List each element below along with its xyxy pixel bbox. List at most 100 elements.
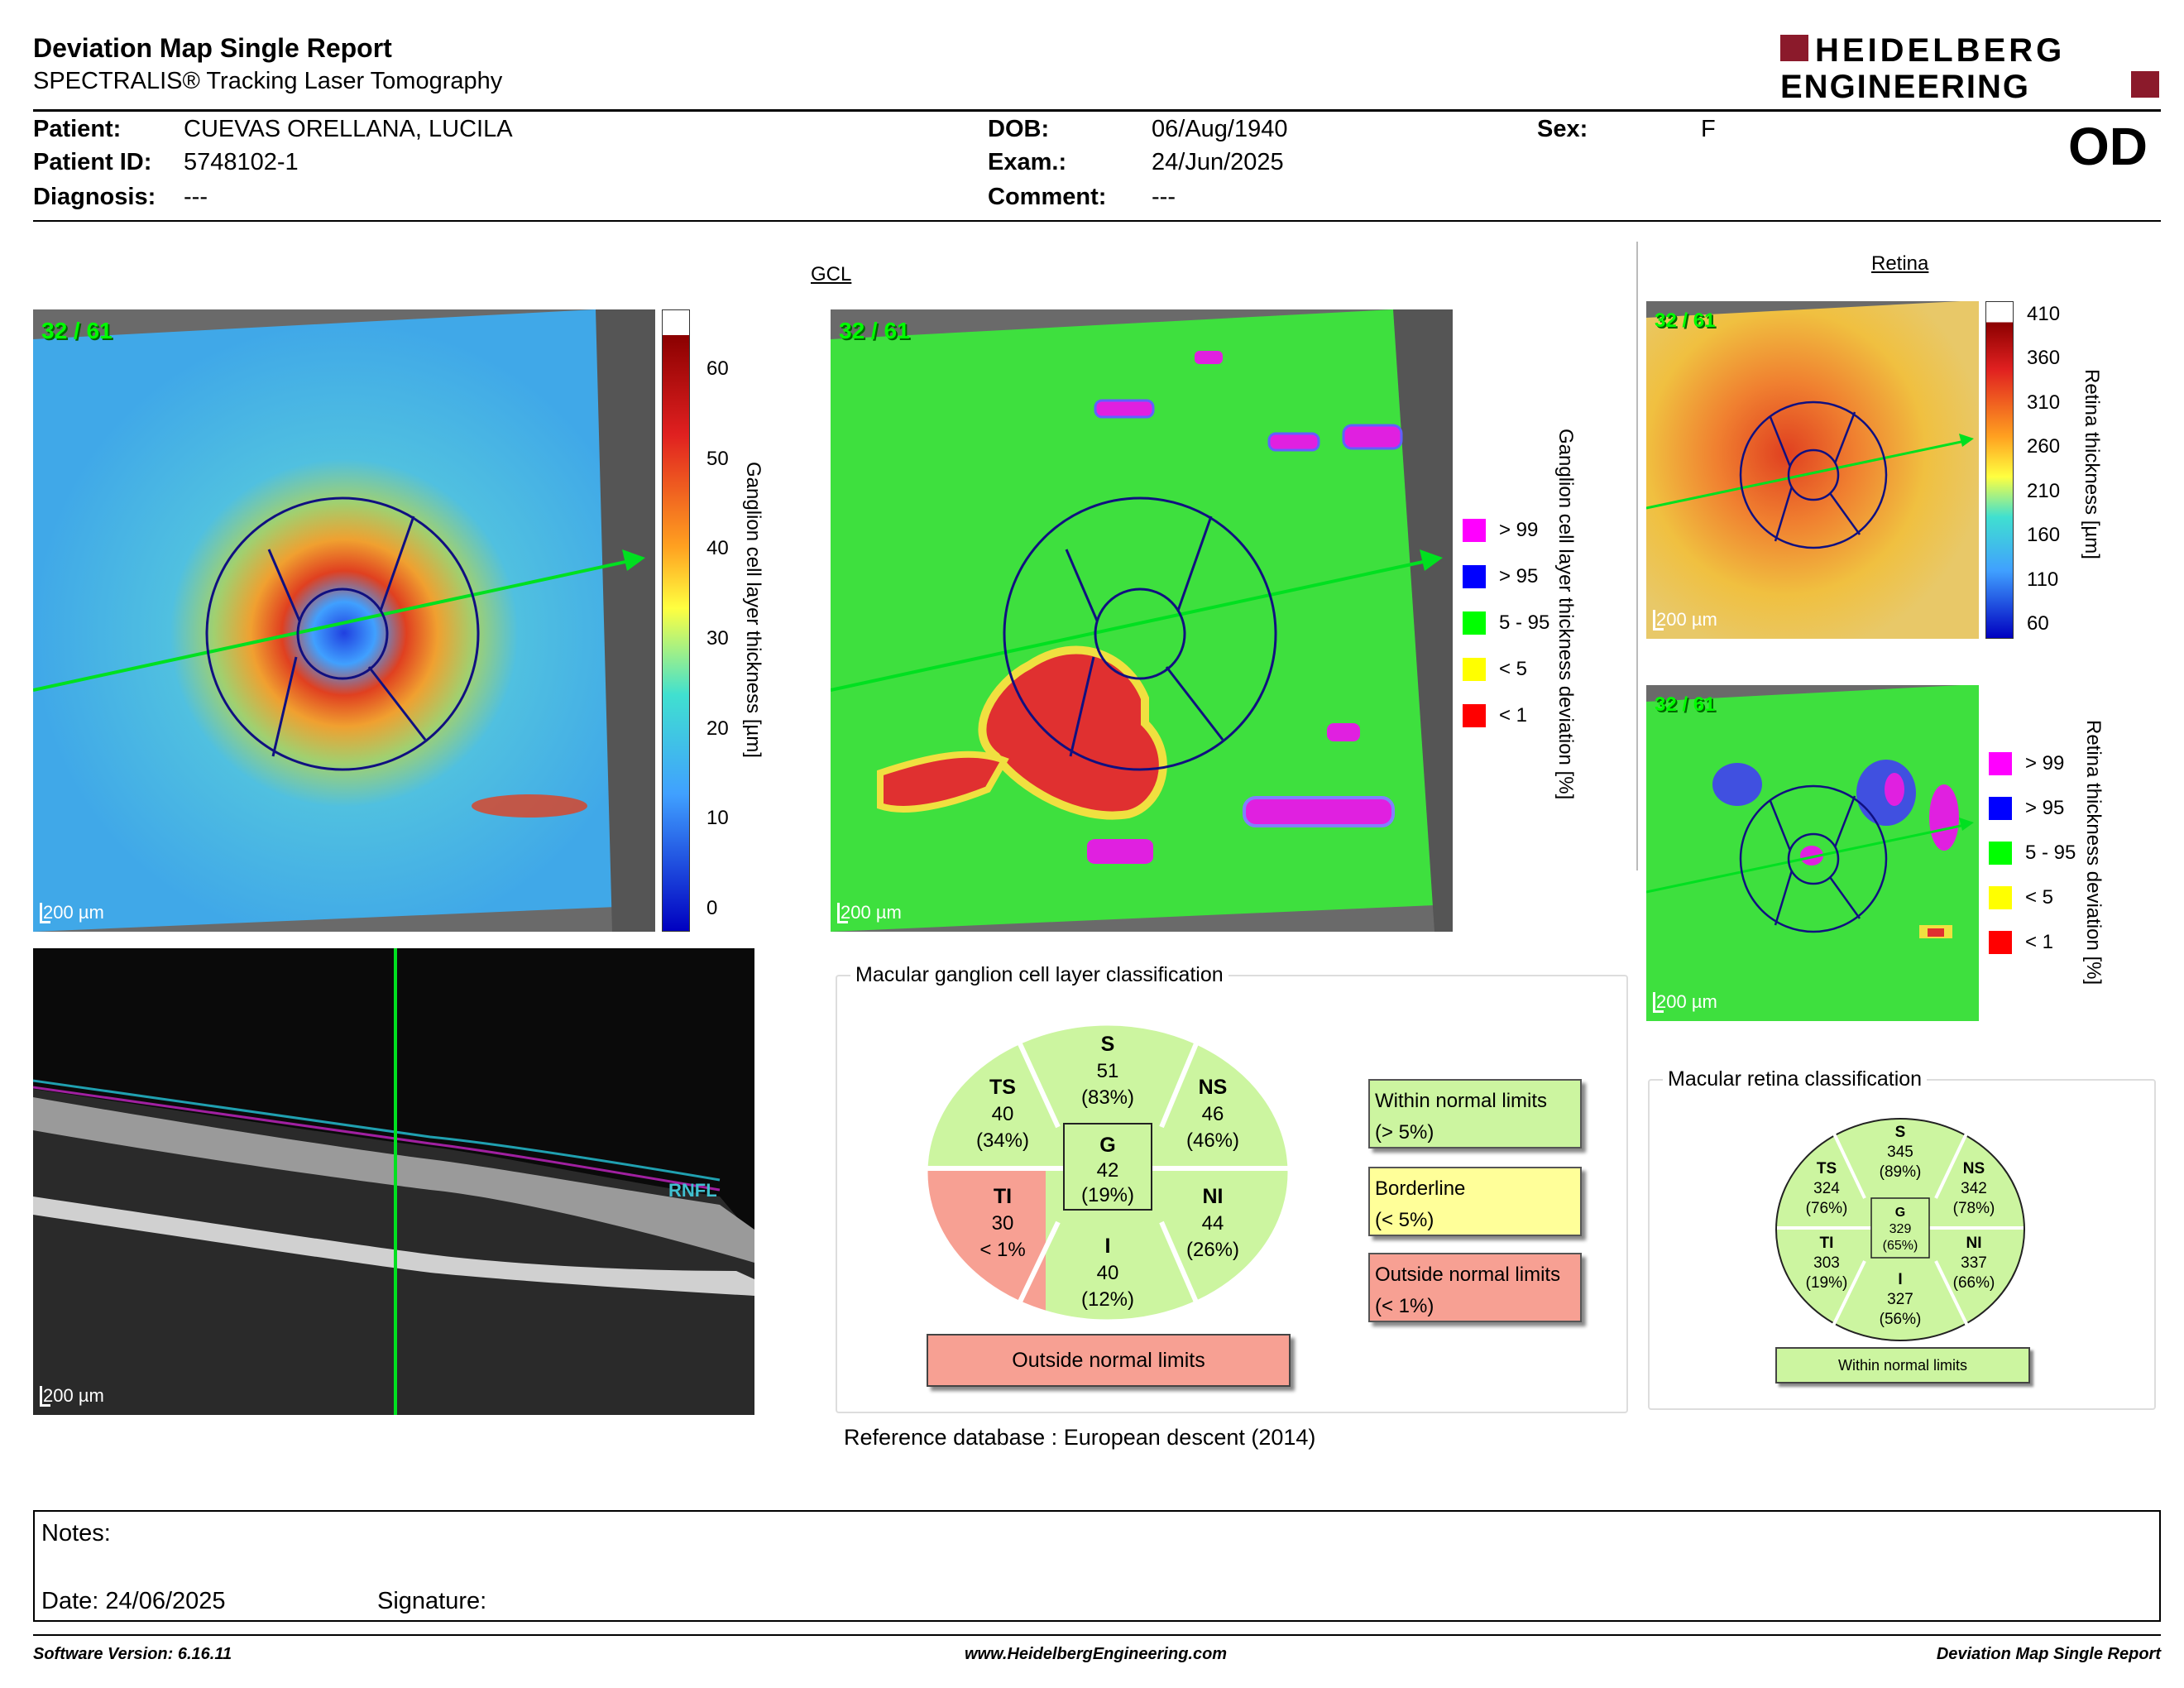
bscan-scalebar: 200 µm: [40, 1385, 104, 1407]
sex-label: Sex:: [1537, 116, 1588, 142]
legend-label: < 5: [1499, 658, 1528, 680]
report-title: Deviation Map Single Report: [33, 33, 392, 63]
legend-swatch: [1989, 931, 2012, 954]
footer-report-name: Deviation Map Single Report: [1936, 1645, 2161, 1663]
legend-swatch: [1463, 565, 1486, 588]
svg-text:NI: NI: [1966, 1235, 1982, 1252]
svg-text:(46%): (46%): [1186, 1129, 1239, 1152]
legend-item: < 5: [1989, 884, 2076, 912]
footer-rule: [33, 1634, 2161, 1636]
retina-deviation-scalebar: 200 µm: [1653, 991, 1717, 1013]
section-divider: [1636, 242, 1638, 870]
svg-text:< 1%: < 1%: [979, 1239, 1025, 1261]
legend-item: < 1: [1463, 702, 1549, 730]
legend-swatch: [1463, 519, 1486, 542]
date-label: Date:: [41, 1588, 99, 1614]
retina-sector-g: [1870, 1197, 1930, 1259]
legend-item: 5 - 95: [1463, 609, 1549, 637]
gcl-tick: 50: [706, 447, 729, 470]
gcl-deviation-frame: 32 / 61: [839, 318, 910, 343]
oct-bscan: RNFL 200 µm: [33, 948, 754, 1415]
svg-text:(89%): (89%): [1880, 1163, 1922, 1181]
svg-text:G: G: [1099, 1134, 1115, 1157]
eye-indicator: OD: [2068, 117, 2148, 176]
comment-value: ---: [1152, 184, 1176, 210]
patient-id: 5748102-1: [184, 149, 299, 175]
diagnosis-value: ---: [184, 184, 208, 210]
header-rule: [33, 109, 2161, 112]
svg-text:TS: TS: [989, 1076, 1016, 1099]
legend-item: > 95: [1463, 563, 1549, 591]
retina-thickness-axis-label: Retina thickness [µm]: [2081, 369, 2103, 559]
legend-swatch: [1463, 611, 1486, 635]
legend-label: 5 - 95: [1499, 611, 1550, 634]
software-version: Software Version: 6.16.11: [33, 1645, 232, 1663]
svg-text:(66%): (66%): [1953, 1274, 1995, 1292]
heidelberg-logo: HEIDELBERG ENGINEERING: [1780, 31, 2161, 105]
svg-text:303: 303: [1813, 1254, 1840, 1272]
svg-text:NI: NI: [1203, 1185, 1224, 1208]
exam-value: 24/Jun/2025: [1152, 149, 1284, 175]
gcl-tick: 30: [706, 626, 729, 650]
comment-label: Comment:: [988, 184, 1107, 210]
retina-colorbar: [1985, 301, 2014, 639]
gcl-colorbar-ticks: 60 50 40 30 20 10 0: [706, 357, 729, 920]
key-range: (< 5%): [1375, 1209, 1434, 1231]
svg-text:TS: TS: [1817, 1160, 1837, 1177]
retina-deviation-axis-label: Retina thickness deviation [%]: [2082, 720, 2105, 985]
legend-label: > 99: [1499, 519, 1539, 541]
retina-sector-chart: S 345 (89%) TS 324 (76%) NS 342 (78%) TI…: [1772, 1115, 2028, 1348]
retina-colorbar-ticks: 410 360 310 260 210 160 110 60: [2027, 303, 2060, 635]
gcl-deviation-scalebar: 200 µm: [837, 902, 902, 923]
svg-text:51: 51: [1097, 1060, 1119, 1082]
svg-text:S: S: [1895, 1124, 1906, 1141]
reference-database: Reference database : European descent (2…: [844, 1425, 1316, 1450]
svg-text:324: 324: [1813, 1180, 1840, 1197]
notes-box: Notes: Date: 24/06/2025 Signature:: [33, 1510, 2161, 1622]
svg-text:(56%): (56%): [1880, 1311, 1922, 1328]
svg-text:337: 337: [1961, 1254, 1987, 1272]
legend-item: 5 - 95: [1989, 839, 2076, 867]
key-label: Within normal limits: [1375, 1090, 1548, 1112]
svg-text:30: 30: [992, 1212, 1014, 1235]
svg-text:ENGINEERING: ENGINEERING: [1780, 69, 2030, 103]
svg-text:345: 345: [1887, 1144, 1913, 1161]
notes-label: Notes:: [41, 1520, 111, 1547]
key-range: (< 1%): [1375, 1295, 1434, 1317]
retina-deviation-map: 32 / 61 200 µm: [1646, 685, 1979, 1021]
patient-label: Patient:: [33, 116, 122, 142]
svg-text:HEIDELBERG: HEIDELBERG: [1815, 32, 2065, 69]
svg-text:(76%): (76%): [1806, 1200, 1848, 1217]
legend-label: 5 - 95: [2025, 842, 2076, 864]
svg-text:40: 40: [1097, 1262, 1119, 1284]
svg-text:42: 42: [1097, 1159, 1119, 1182]
retina-section-title: Retina: [1871, 252, 1929, 275]
legend-swatch: [1989, 842, 2012, 865]
legend-label: < 1: [1499, 704, 1528, 727]
retina-tick: 210: [2027, 479, 2061, 502]
legend-item: < 1: [1989, 928, 2076, 957]
legend-swatch: [1463, 658, 1486, 681]
info-rule: [33, 220, 2161, 222]
svg-text:S: S: [1101, 1033, 1115, 1056]
date-value: 24/06/2025: [105, 1588, 226, 1614]
gcl-tick: 0: [706, 896, 718, 919]
svg-text:(78%): (78%): [1953, 1200, 1995, 1217]
gcl-deviation-axis-label: Ganglion cell layer thickness deviation …: [1554, 429, 1577, 800]
gcl-tick: 40: [706, 537, 729, 560]
svg-text:I: I: [1105, 1235, 1111, 1258]
retina-tick: 360: [2027, 347, 2061, 370]
website-link[interactable]: www.HeidelbergEngineering.com: [965, 1645, 1228, 1663]
dob-label: DOB:: [988, 116, 1050, 142]
legend-item: > 99: [1463, 516, 1549, 544]
key-outside-normal: Outside normal limits (< 1%): [1368, 1253, 1582, 1322]
svg-text:329: 329: [1889, 1222, 1912, 1236]
legend-label: < 5: [2025, 886, 2054, 909]
key-label: Outside normal limits: [1375, 1264, 1561, 1286]
gcl-tick: 10: [706, 807, 729, 830]
svg-text:(19%): (19%): [1081, 1184, 1134, 1206]
legend-item: < 5: [1463, 655, 1549, 683]
gcl-tick: 20: [706, 717, 729, 740]
gcl-tick: 60: [706, 357, 729, 380]
svg-text:(83%): (83%): [1081, 1086, 1134, 1109]
